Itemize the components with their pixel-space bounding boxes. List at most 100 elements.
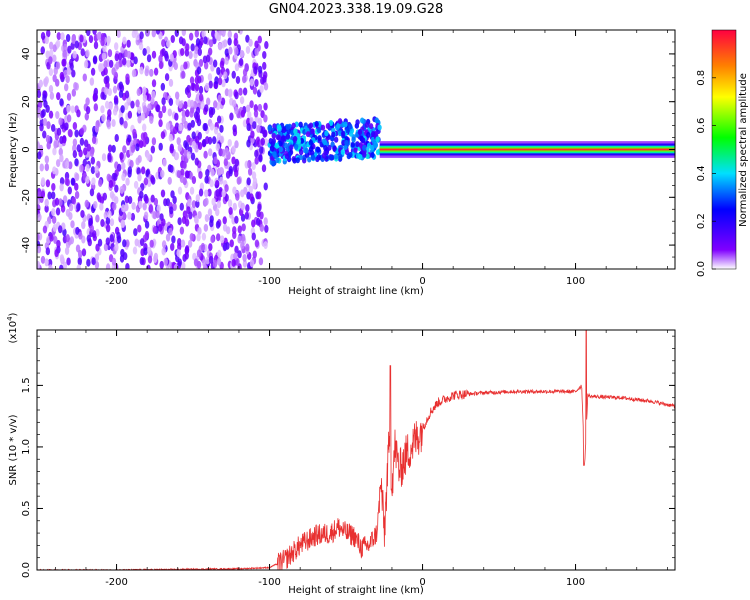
spectral-blob	[96, 32, 102, 41]
spectral-blob	[253, 66, 258, 75]
spectral-blob	[179, 174, 185, 183]
spectral-blob	[340, 148, 346, 155]
spectral-blob	[101, 52, 107, 61]
spectral-blob	[152, 226, 158, 235]
spectral-blob	[188, 32, 194, 41]
spectral-blob	[56, 239, 61, 248]
spectral-blob	[105, 263, 111, 269]
spectral-blob	[180, 239, 186, 248]
spectral-blob	[163, 198, 168, 207]
spectral-blob	[194, 76, 200, 85]
spectral-blob	[250, 130, 255, 139]
spectral-blob	[251, 219, 256, 228]
spectral-blob	[92, 56, 98, 65]
spectral-blob	[234, 245, 239, 254]
snr-multiplier-exponent: 4	[6, 316, 14, 321]
spectral-blob	[257, 35, 262, 44]
spectral-blob	[106, 173, 111, 182]
spectral-blob	[67, 45, 72, 54]
spectral-blob	[216, 115, 222, 124]
spectral-blob	[254, 149, 259, 158]
spectral-blob	[160, 189, 166, 198]
spectral-blob	[86, 30, 91, 37]
spectral-blob	[53, 140, 58, 149]
spectral-blob	[219, 135, 225, 144]
spectral-blob	[88, 218, 93, 227]
spectral-blob	[149, 115, 154, 124]
spectral-blob	[45, 179, 51, 188]
spectral-blob	[218, 148, 223, 157]
spectral-blob	[234, 91, 239, 100]
spectral-blob	[97, 238, 103, 247]
spectral-blob	[135, 99, 140, 108]
spectral-blob	[292, 135, 298, 142]
spectral-blob	[71, 69, 76, 78]
spectral-blob	[223, 158, 229, 167]
spectral-blob	[82, 158, 88, 167]
spectral-blob	[94, 253, 100, 262]
spectral-blob	[203, 61, 209, 70]
spectral-blob	[193, 215, 199, 224]
spectral-blob	[203, 36, 208, 45]
spectral-blob	[227, 37, 232, 46]
spectral-blob	[70, 220, 75, 229]
spectral-blob	[242, 119, 248, 128]
spectral-blob	[102, 44, 107, 53]
carrier-band	[379, 148, 675, 151]
spectral-blob	[168, 97, 174, 106]
spectral-blob	[258, 154, 263, 163]
spectral-blob	[215, 179, 220, 188]
spectral-blob	[121, 162, 126, 171]
spectral-blob	[52, 223, 58, 232]
spectral-blob	[237, 250, 242, 259]
spectral-blob	[350, 141, 355, 148]
spectral-blob	[298, 121, 303, 128]
spectral-blob	[231, 156, 236, 165]
spectral-blob	[48, 49, 54, 58]
spectral-blob	[190, 152, 196, 161]
spectral-blob	[122, 145, 127, 154]
spectral-blob	[240, 202, 245, 211]
spectral-blob	[55, 39, 61, 48]
spectral-blob	[217, 94, 222, 103]
spectral-blob	[187, 122, 192, 131]
spectral-blob	[113, 173, 118, 182]
spectral-blob	[204, 175, 209, 184]
spectral-blob	[189, 76, 195, 85]
spectral-blob	[123, 120, 128, 129]
spectral-blob	[249, 193, 254, 202]
spectral-blob	[37, 106, 42, 115]
spectral-blob	[228, 206, 233, 215]
spectral-blob	[74, 158, 79, 167]
spectral-blob	[140, 166, 146, 175]
spectral-blob	[113, 42, 119, 51]
spectral-blob	[321, 152, 327, 159]
spectral-blob	[198, 188, 204, 197]
spectral-blob	[228, 88, 233, 97]
spectral-blob	[211, 30, 216, 38]
spectral-blob	[191, 131, 196, 140]
spectral-blob	[216, 66, 221, 75]
spectral-blob	[183, 140, 188, 149]
spectral-blob	[139, 190, 144, 199]
spectral-blob	[293, 144, 299, 151]
spectral-blob	[208, 255, 214, 264]
x-tick-label: -200	[105, 577, 128, 588]
spectral-blob	[258, 257, 264, 266]
spectral-blob	[144, 195, 149, 204]
spectral-blob	[55, 159, 61, 168]
spectral-blob	[199, 182, 205, 191]
spectral-blob	[65, 178, 70, 187]
spectral-blob	[208, 243, 213, 252]
spectral-blob	[264, 41, 269, 50]
spectral-blob	[211, 136, 217, 145]
spectral-blob	[240, 241, 245, 250]
spectral-blob	[167, 108, 173, 117]
spectral-blob	[109, 190, 115, 199]
spectral-blob	[259, 223, 265, 232]
spectral-blob	[44, 258, 49, 267]
spectral-blob	[121, 173, 126, 182]
spectral-blob	[242, 68, 248, 77]
spectral-blob	[254, 78, 259, 87]
spectral-blob	[234, 47, 239, 56]
